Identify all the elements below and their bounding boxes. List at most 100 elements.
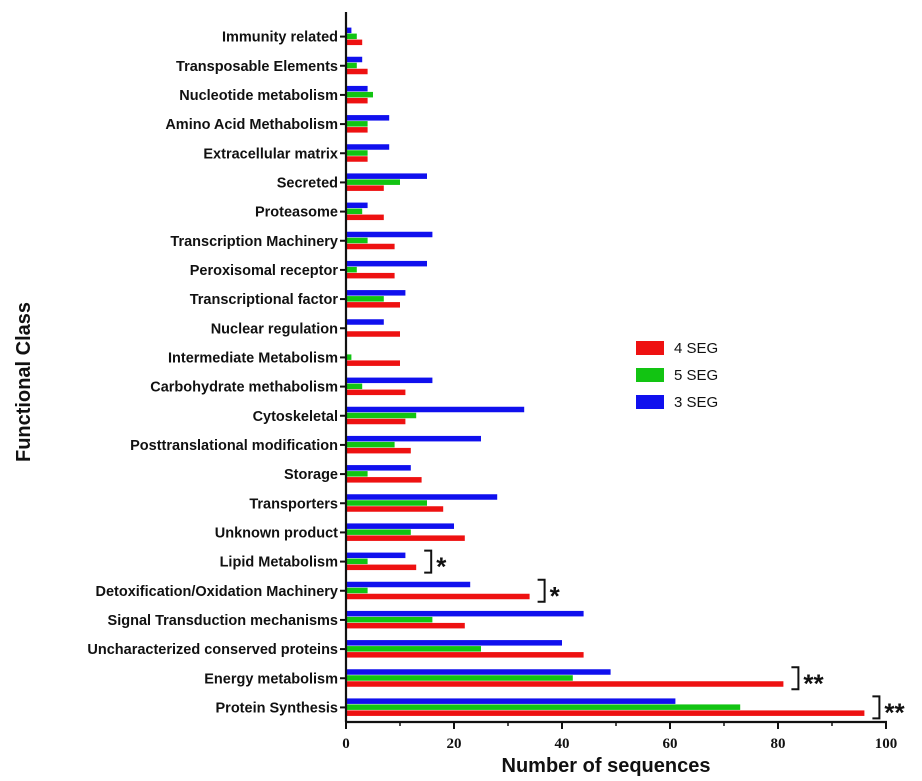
category-label: Unknown product: [215, 525, 338, 541]
bar-5-seg: [346, 587, 368, 594]
bar-5-seg: [346, 646, 481, 652]
category-label: Energy metabolism: [204, 671, 338, 687]
bar-4-seg: [346, 185, 384, 191]
category-label: Uncharacterized conserved proteins: [87, 642, 338, 658]
bar-3-seg: [346, 173, 427, 179]
bar-3-seg: [346, 406, 525, 413]
bar-5-seg: [346, 383, 363, 390]
legend-label: 4 SEG: [674, 340, 718, 357]
bar-5-seg: [346, 296, 384, 302]
bar-5-seg: [346, 33, 357, 40]
bar-3-seg: [346, 523, 454, 529]
bar-4-seg: [346, 447, 411, 454]
category-label: Nuclear regulation: [211, 321, 338, 337]
significance-marker: *: [436, 552, 447, 582]
bar-3-seg: [346, 610, 584, 617]
bar-4-seg: [346, 39, 363, 46]
x-tick-label: 60: [663, 736, 678, 752]
bar-4-seg: [346, 302, 400, 308]
bar-4-seg: [346, 593, 530, 600]
category-label: Carbohydrate methabolism: [150, 380, 338, 396]
bar-3-seg: [346, 144, 390, 150]
significance-marker: **: [884, 697, 905, 727]
category-label: Protein Synthesis: [216, 700, 338, 716]
bar-5-seg: [346, 237, 368, 244]
category-label: Transporters: [249, 496, 338, 512]
bar-5-seg: [346, 704, 741, 710]
category-label: Immunity related: [222, 30, 338, 46]
category-label: Transposable Elements: [176, 59, 338, 75]
bars-group: [346, 27, 865, 716]
bar-3-seg: [346, 56, 363, 63]
significance-bracket: [791, 666, 800, 691]
legend-swatch: [636, 395, 664, 409]
bar-4-seg: [346, 564, 417, 571]
bar-5-seg: [346, 91, 373, 98]
category-label: Extracellular matrix: [203, 146, 338, 162]
significance-bracket: [424, 549, 433, 574]
bar-5-seg: [346, 121, 368, 127]
significance-annotations: ******: [424, 549, 906, 727]
bar-3-seg: [346, 85, 368, 92]
significance-marker: *: [550, 581, 561, 611]
x-tick-label: 100: [875, 736, 898, 752]
bar-5-seg: [346, 558, 368, 565]
category-label: Cytoskeletal: [253, 409, 338, 425]
legend-label: 3 SEG: [674, 394, 718, 411]
bar-5-seg: [346, 441, 395, 448]
category-label: Transcriptional factor: [190, 292, 339, 308]
category-label: Storage: [284, 467, 338, 483]
x-tick-label: 80: [771, 736, 786, 752]
legend-swatch: [636, 368, 664, 382]
bar-4-seg: [346, 243, 395, 250]
category-label: Nucleotide metabolism: [179, 88, 338, 104]
bar-3-seg: [346, 581, 471, 588]
bar-4-seg: [346, 214, 384, 221]
category-label: Intermediate Metabolism: [168, 350, 338, 366]
legend-label: 5 SEG: [674, 367, 718, 384]
bar-4-seg: [346, 97, 368, 104]
significance-bracket: [537, 578, 546, 603]
bar-4-seg: [346, 710, 865, 716]
x-tick-label: 40: [555, 736, 570, 752]
bar-5-seg: [346, 266, 357, 273]
bar-3-seg: [346, 260, 427, 267]
bar-5-seg: [346, 529, 411, 535]
x-tick-label: 0: [342, 736, 350, 752]
bar-5-seg: [346, 675, 573, 681]
significance-marker: **: [803, 668, 824, 698]
legend-swatch: [636, 341, 664, 355]
legend: 4 SEG 5 SEG 3 SEG: [636, 340, 718, 411]
bar-5-seg: [346, 150, 368, 156]
bar-3-seg: [346, 669, 611, 675]
bar-4-seg: [346, 360, 400, 366]
y-axis-title: Functional Class: [13, 302, 35, 462]
bar-3-seg: [346, 290, 406, 296]
bar-5-seg: [346, 412, 417, 419]
category-label: Proteasome: [255, 205, 338, 221]
bar-3-seg: [346, 319, 384, 325]
bar-4-seg: [346, 652, 584, 658]
category-label: Transcription Machinery: [170, 234, 338, 250]
category-label: Posttranslational modification: [130, 438, 338, 454]
category-label: Detoxification/Oxidation Machinery: [95, 584, 338, 600]
bar-3-seg: [346, 494, 498, 500]
bar-3-seg: [346, 377, 433, 384]
bar-3-seg: [346, 640, 562, 646]
bar-4-seg: [346, 506, 444, 512]
bar-5-seg: [346, 500, 427, 506]
category-label: Secreted: [277, 175, 338, 191]
bar-4-seg: [346, 331, 400, 337]
bar-3-seg: [346, 231, 433, 238]
category-labels: Immunity related Transposable Elements Nuc…: [87, 30, 346, 716]
bar-3-seg: [346, 552, 406, 559]
bar-3-seg: [346, 698, 676, 704]
bar-4-seg: [346, 477, 422, 483]
x-ticks: 0 20 40 60 80 100: [342, 722, 897, 752]
bar-4-seg: [346, 389, 406, 396]
bar-4-seg: [346, 272, 395, 279]
bar-3-seg: [346, 465, 411, 471]
significance-bracket: [872, 695, 881, 720]
bar-4-seg: [346, 156, 368, 162]
